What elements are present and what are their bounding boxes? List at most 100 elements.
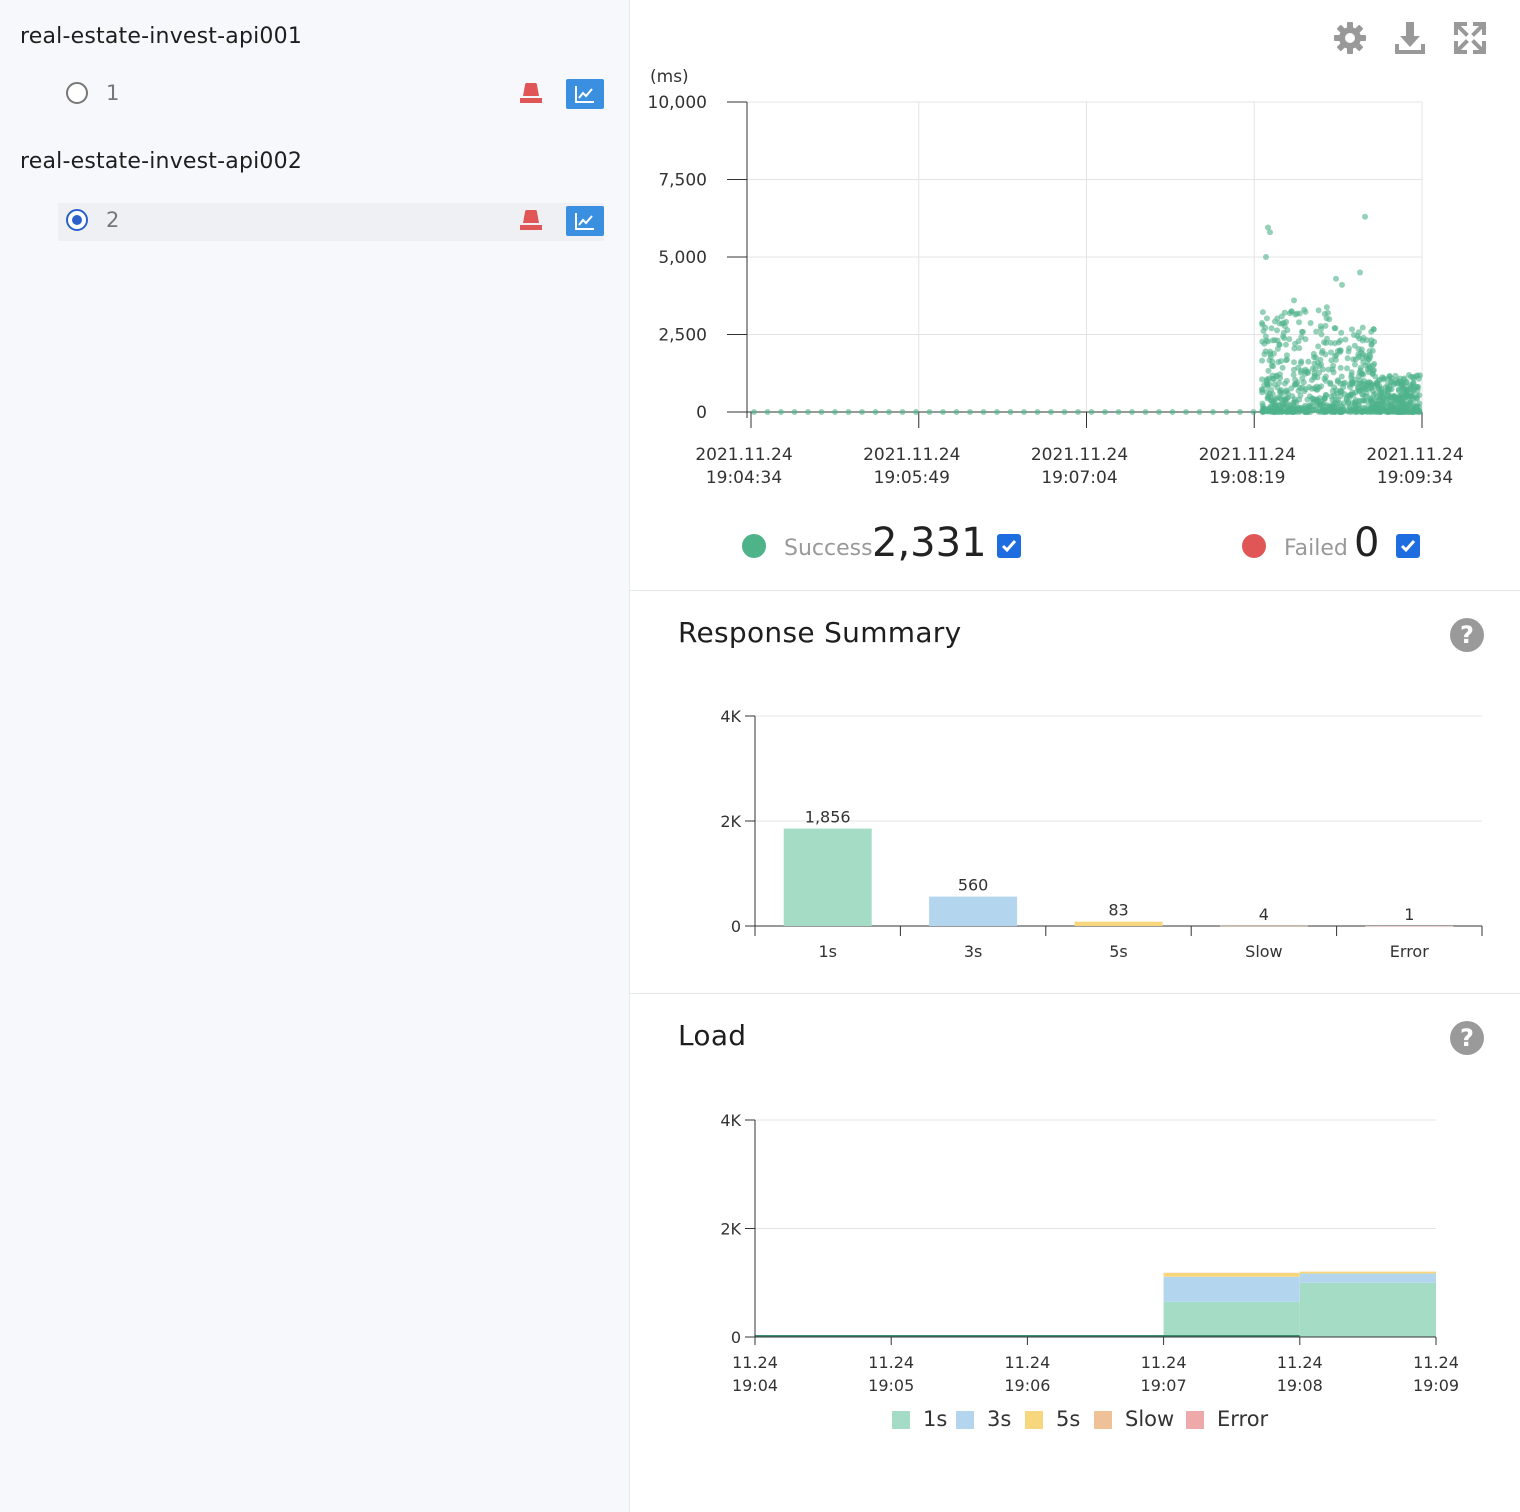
data-point: [1372, 373, 1379, 380]
chart-button[interactable]: [566, 206, 604, 236]
legend-label: 1s: [923, 1407, 948, 1431]
data-point: [1088, 409, 1095, 415]
data-point: [1276, 401, 1283, 408]
success-dot: [742, 534, 766, 558]
success-count: 2,331: [872, 520, 987, 566]
legend-swatch: [1186, 1411, 1204, 1429]
data-point: [1284, 390, 1291, 397]
instance-radio[interactable]: [66, 82, 88, 104]
alarm-icon[interactable]: [518, 208, 544, 232]
data-point: [1355, 351, 1362, 358]
data-point: [1338, 329, 1345, 336]
data-point: [1313, 328, 1320, 335]
load-area-chart[interactable]: 4K 2K 0 11.24 19:04 11.24 19:05 11.24 19:06 11.24…: [630, 1100, 1520, 1400]
data-point: [1277, 358, 1284, 365]
download-icon[interactable]: [1392, 20, 1428, 56]
data-point: [1142, 409, 1149, 415]
gear-icon[interactable]: [1332, 20, 1368, 56]
x-tick-label: 19:09: [1413, 1376, 1459, 1395]
response-summary-bar-chart[interactable]: 4K 2K 0 1,856 1s 560 3s 83 5s 4 Slow 1 Error: [630, 690, 1520, 980]
data-point: [1281, 335, 1288, 342]
help-icon[interactable]: ?: [1450, 1021, 1484, 1055]
data-point: [1351, 361, 1358, 368]
data-point: [1338, 373, 1345, 380]
data-point: [1287, 402, 1294, 409]
data-point: [1334, 377, 1341, 384]
data-point: [1322, 322, 1329, 329]
data-point: [1378, 394, 1385, 401]
data-point: [1034, 409, 1041, 415]
data-point: [1283, 357, 1290, 364]
data-point: [1362, 393, 1369, 400]
response-time-scatter-chart[interactable]: (ms) 10,000 7,500 5,000 2,500 0 2021.11.24 19:0…: [630, 60, 1520, 500]
x-tick-label: 11.24: [1141, 1353, 1187, 1372]
data-point: [1346, 408, 1353, 415]
data-point: [1282, 341, 1289, 348]
data-point: [1310, 395, 1317, 402]
data-point: [1299, 384, 1306, 391]
data-point: [1339, 281, 1345, 288]
data-point: [1410, 375, 1417, 382]
data-point: [764, 409, 771, 415]
load-legend: 1s 3s 5s Slow Error: [630, 1404, 1520, 1436]
data-point: [1267, 348, 1274, 355]
x-tick-label: 2021.11.24: [1199, 445, 1296, 465]
data-point: [1279, 364, 1286, 371]
x-tick-label: 19:08: [1277, 1376, 1323, 1395]
data-point: [1323, 304, 1330, 311]
data-point: [1330, 362, 1337, 369]
x-tick-label: 11.24: [1004, 1353, 1050, 1372]
data-point: [1309, 365, 1316, 372]
data-point: [1344, 355, 1351, 362]
checkmark-icon: [1001, 540, 1017, 553]
x-tick-label: 2021.11.24: [1031, 445, 1128, 465]
data-point: [1345, 348, 1352, 355]
data-point: [1291, 297, 1297, 304]
y-tick-label: 4K: [720, 1111, 741, 1130]
x-tick-label: 11.24: [868, 1353, 914, 1372]
y-tick-label: 4K: [720, 707, 741, 726]
success-checkbox[interactable]: [997, 534, 1021, 558]
data-point: [1348, 326, 1355, 333]
data-point: [1286, 310, 1293, 317]
data-point: [1301, 306, 1308, 313]
data-point: [1371, 360, 1378, 367]
data-point: [1274, 315, 1281, 322]
data-point: [1310, 407, 1317, 414]
alarm-icon[interactable]: [518, 81, 544, 105]
data-point: [1400, 404, 1407, 411]
chart-button[interactable]: [566, 79, 604, 109]
line-chart-icon: [575, 213, 594, 230]
x-tick-label: 19:05: [868, 1376, 914, 1395]
instance-row[interactable]: 1: [58, 76, 604, 114]
data-point: [1387, 401, 1394, 408]
data-point: [1075, 409, 1081, 415]
instance-radio[interactable]: [66, 209, 88, 231]
data-point: [1281, 323, 1288, 330]
data-point: [1291, 396, 1298, 403]
data-point: [1290, 371, 1297, 378]
data-point: [818, 409, 825, 415]
fullscreen-icon[interactable]: [1452, 20, 1488, 56]
data-point: [1262, 333, 1269, 340]
help-icon[interactable]: ?: [1450, 618, 1484, 652]
legend-swatch: [956, 1411, 974, 1429]
data-point: [1275, 379, 1282, 386]
data-point: [1291, 359, 1298, 366]
data-point: [1416, 392, 1423, 399]
failed-checkbox[interactable]: [1396, 534, 1420, 558]
bar-value-label: 83: [1108, 901, 1128, 920]
data-point: [805, 409, 811, 415]
data-point: [1362, 213, 1368, 220]
instance-row[interactable]: 2: [58, 203, 604, 241]
legend-label: Slow: [1125, 1407, 1175, 1431]
data-point: [1305, 358, 1312, 365]
x-tick-label: 11.24: [1413, 1353, 1459, 1372]
data-point: [1266, 407, 1273, 414]
data-point: [859, 409, 865, 415]
failed-dot: [1242, 534, 1266, 558]
data-point: [1344, 365, 1351, 372]
area-5s: [1163, 1272, 1300, 1277]
data-point: [1352, 376, 1359, 383]
data-point: [1299, 328, 1306, 335]
